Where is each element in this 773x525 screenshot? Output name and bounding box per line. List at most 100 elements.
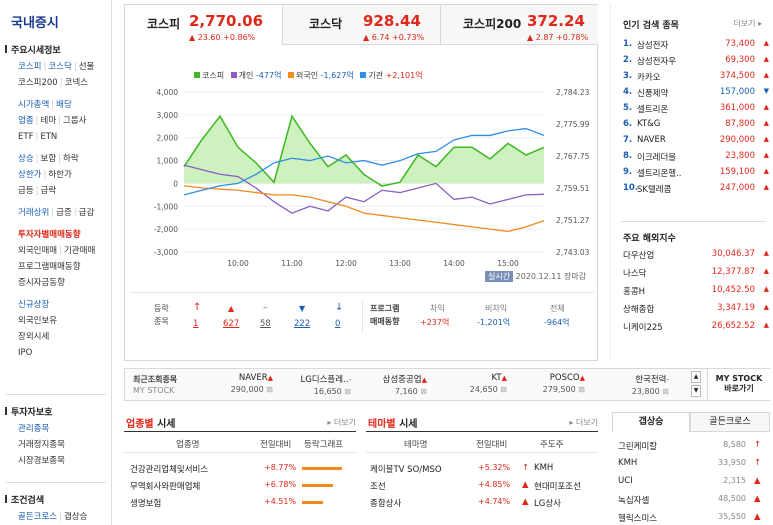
- y-tick-left: 1,000: [157, 157, 179, 166]
- world-index-item[interactable]: 니케이225 26,652.52 ▲: [623, 321, 773, 337]
- theme-leader[interactable]: LG상사: [534, 499, 561, 509]
- theme-leader[interactable]: 현대미포조선: [534, 482, 581, 492]
- theme-more-link[interactable]: ▸ 더보기: [569, 418, 598, 427]
- sidebar-title[interactable]: 국내증시: [11, 16, 59, 31]
- section-heading: 주요시세정보: [0, 43, 112, 56]
- link-flat[interactable]: 보합: [40, 154, 57, 164]
- link-program-trade[interactable]: 프로그램매매동향: [18, 262, 81, 272]
- link-vol-surge[interactable]: 급증: [56, 208, 72, 218]
- link-foreign-trade[interactable]: 외국인매매: [18, 246, 58, 256]
- rise-count[interactable]: 627: [223, 319, 240, 329]
- link-konex[interactable]: 코넥스: [64, 78, 89, 88]
- remove-icon[interactable]: ⊠: [497, 385, 507, 394]
- recent-stock-item[interactable]: POSCO▲ 279,500 ⊠: [519, 373, 585, 394]
- popular-more-link[interactable]: 더보기 ▸: [733, 19, 762, 28]
- sector-change-bar: [302, 467, 342, 470]
- gap-stock-name[interactable]: 헬릭스미스: [618, 514, 658, 524]
- popular-item[interactable]: 1. 삼성전자 73,400 ▲: [623, 39, 773, 53]
- remove-icon[interactable]: ⊠: [575, 385, 585, 394]
- link-kospi[interactable]: 코스피: [18, 62, 42, 72]
- link-kospi200[interactable]: 코스피200: [18, 78, 58, 88]
- upper-limit-count[interactable]: 1: [193, 319, 199, 329]
- link-foreign-holding[interactable]: 외국인보유: [18, 316, 58, 326]
- popular-item[interactable]: 10. SK텔레콤 247,000 ▲: [623, 183, 773, 197]
- recent-stock-item[interactable]: KT▲ 24,650 ⊠: [441, 373, 507, 394]
- link-investor-trend[interactable]: 투자자별매매동향: [18, 230, 81, 240]
- theme-name[interactable]: 조선: [370, 482, 386, 492]
- link-otc[interactable]: 장외시세: [18, 332, 50, 342]
- link-rise[interactable]: 상승: [18, 154, 34, 164]
- link-etn[interactable]: ETN: [40, 132, 58, 142]
- popular-item[interactable]: 2. 삼성전자우 69,300 ▲: [623, 55, 773, 69]
- tab-kospi[interactable]: 코스피 2,770.06 ▲ 23.60 +0.86%: [125, 5, 283, 45]
- link-golden-cross[interactable]: 골든크로스: [18, 512, 58, 522]
- tab-gap-up[interactable]: 갭상승: [612, 412, 690, 432]
- recent-stock-item[interactable]: 한국전력- 23,800 ⊠: [603, 373, 669, 396]
- recent-stock-item[interactable]: 삼성중공업▲ 7,160 ⊠: [361, 373, 428, 396]
- sector-more-link[interactable]: ▸ 더보기: [327, 418, 356, 427]
- remove-icon[interactable]: ⊠: [659, 387, 669, 396]
- popular-item[interactable]: 8. 이크레더블 23,800 ▲: [623, 151, 773, 165]
- link-top-volume[interactable]: 거래상위: [18, 208, 50, 218]
- link-kosdaq[interactable]: 코스닥: [48, 62, 72, 72]
- link-managed-stocks[interactable]: 관리종목: [18, 424, 50, 434]
- gap-stock-name[interactable]: UCI: [618, 476, 633, 486]
- lower-limit-count[interactable]: 0: [335, 319, 341, 329]
- tab-golden-cross[interactable]: 골든크로스: [690, 412, 770, 432]
- gap-stock-name[interactable]: 그린케미칼: [618, 442, 658, 452]
- remove-icon[interactable]: ⊠: [341, 387, 351, 396]
- popular-item[interactable]: 5. 셀트리온 361,000 ▲: [623, 103, 773, 117]
- world-index-item[interactable]: 상해종합 3,347.19 ▲: [623, 303, 773, 319]
- link-new-listing[interactable]: 신규상장: [18, 300, 50, 310]
- world-index-item[interactable]: 홍콩H 10,452.50 ▲: [623, 285, 773, 301]
- link-fund-trend[interactable]: 증시자금동향: [18, 278, 65, 288]
- gap-stock-name[interactable]: KMH: [618, 458, 638, 468]
- link-futures[interactable]: 선물: [78, 62, 95, 72]
- link-vol-drop[interactable]: 급감: [78, 208, 95, 218]
- world-index-item[interactable]: 나스닥 12,377.87 ▲: [623, 267, 773, 283]
- link-surge[interactable]: 급등: [18, 186, 34, 196]
- link-etf[interactable]: ETF: [18, 132, 34, 142]
- link-inst-trade[interactable]: 기관매매: [63, 246, 96, 256]
- scroll-up-button[interactable]: ▲: [691, 371, 701, 383]
- scroll-down-button[interactable]: ▼: [691, 385, 701, 397]
- link-theme[interactable]: 테마: [40, 116, 57, 126]
- fall-count[interactable]: 222: [294, 319, 311, 329]
- world-index-item[interactable]: 다우산업 30,046.37 ▲: [623, 249, 773, 265]
- tab-kospi200[interactable]: 코스피200 372.24 ▲ 2.87 +0.78%: [441, 5, 598, 45]
- recent-stock-item[interactable]: LG디스플레..- 16,650 ⊠: [285, 373, 351, 396]
- link-gap-up[interactable]: 갭상승: [63, 512, 88, 522]
- link-group[interactable]: 그룹사: [63, 116, 87, 126]
- link-market-alert[interactable]: 시장경보종목: [18, 456, 65, 466]
- recent-stock-item[interactable]: NAVER▲ 290,000 ⊠: [207, 373, 273, 394]
- theme-leader[interactable]: KMH: [534, 463, 554, 473]
- popular-item[interactable]: 9. 셀트리온헬.. 159,100 ▲: [623, 167, 773, 181]
- index-chart[interactable]: 4,0003,0002,0001,0000-1,000-2,000-3,000 …: [124, 84, 598, 284]
- remove-icon[interactable]: ⊠: [417, 387, 427, 396]
- gap-stock-name[interactable]: 녹십자셀: [618, 496, 650, 506]
- link-dividend[interactable]: 배당: [56, 100, 72, 110]
- realtime-badge[interactable]: 실시간: [485, 271, 514, 282]
- tab-kosdaq[interactable]: 코스닥 928.44 ▲ 6.74 +0.73%: [283, 5, 441, 45]
- link-fall[interactable]: 하락: [63, 154, 79, 164]
- link-upper-limit[interactable]: 상한가: [18, 170, 42, 180]
- link-ipo[interactable]: IPO: [18, 348, 33, 358]
- flat-count[interactable]: 58: [260, 319, 271, 329]
- sector-name[interactable]: 건강관리업체및서비스: [130, 465, 209, 475]
- sector-name[interactable]: 무역회사와판매업체: [130, 482, 201, 492]
- theme-name[interactable]: 종합상사: [370, 499, 402, 509]
- popular-item[interactable]: 4. 신풍제약 157,000 ▼: [623, 87, 773, 101]
- up-arrow-icon: ▲: [267, 374, 273, 382]
- popular-item[interactable]: 6. KT&G 87,800 ▲: [623, 119, 773, 133]
- link-sector[interactable]: 업종: [18, 116, 34, 126]
- link-plunge[interactable]: 급락: [40, 186, 57, 196]
- theme-name[interactable]: 케이블TV SO/MSO: [370, 465, 442, 475]
- popular-item[interactable]: 3. 카카오 374,500 ▲: [623, 71, 773, 85]
- link-market-cap[interactable]: 시가총액: [18, 100, 50, 110]
- link-suspended[interactable]: 거래정지종목: [18, 440, 65, 450]
- link-lower-limit[interactable]: 하한가: [48, 170, 72, 180]
- mystock-button[interactable]: MY STOCK 바로가기: [707, 369, 770, 400]
- sector-name[interactable]: 생명보험: [130, 499, 162, 509]
- popular-item[interactable]: 7. NAVER 290,000 ▲: [623, 135, 773, 149]
- remove-icon[interactable]: ⊠: [263, 385, 273, 394]
